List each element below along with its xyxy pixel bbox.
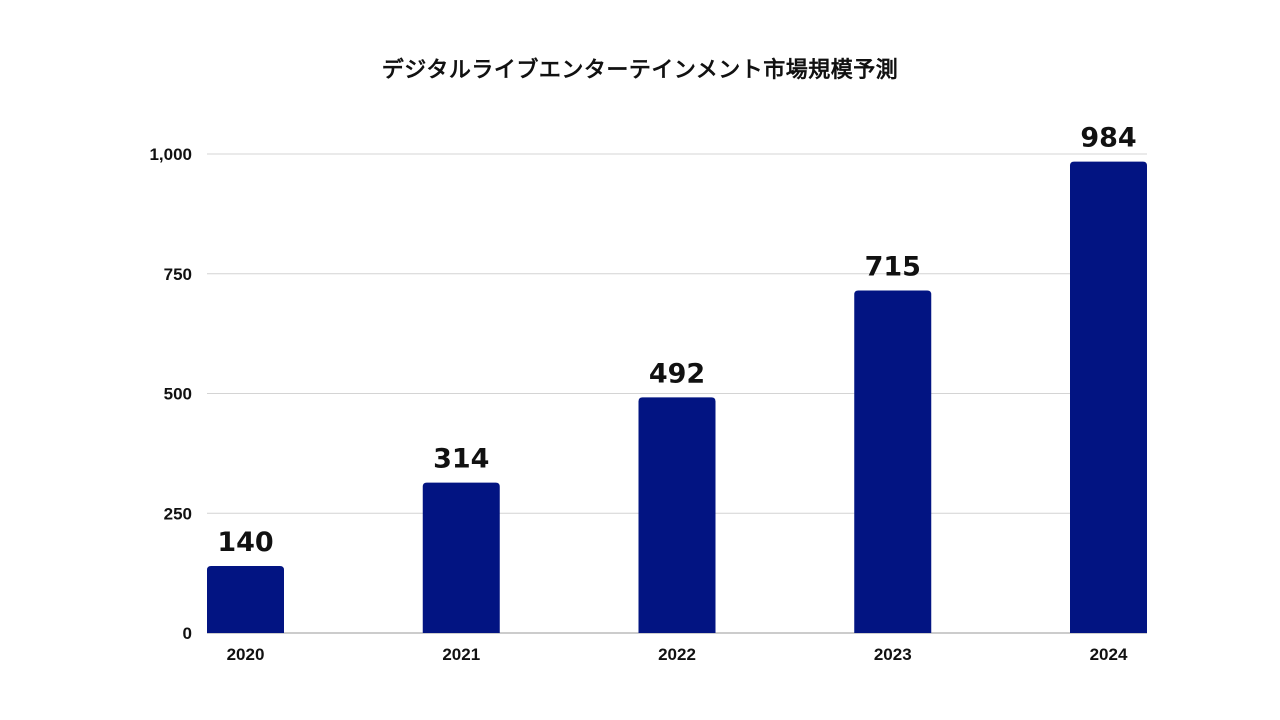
bar [854, 290, 932, 633]
x-tick-label: 2023 [874, 645, 912, 664]
y-tick-label: 0 [183, 624, 192, 643]
x-tick-label: 2022 [658, 645, 696, 664]
bar [207, 565, 284, 633]
y-tick-label: 250 [164, 504, 192, 523]
chart-title: デジタルライブエンターテインメント市場規模予測 [381, 58, 899, 83]
y-axis: 0 250 500 750 1,000 [149, 145, 192, 643]
data-label: 140 [217, 527, 273, 558]
gridlines [207, 153, 1147, 634]
y-tick-label: 1,000 [149, 145, 192, 164]
data-label: 314 [433, 444, 489, 475]
y-tick-label: 500 [164, 385, 192, 404]
x-axis: 2020 2021 2022 2023 2024 [227, 645, 1128, 664]
y-tick-label: 750 [164, 265, 192, 284]
bar [638, 397, 716, 633]
data-labels: 140 314 492 715 984 [217, 123, 1136, 558]
x-tick-label: 2020 [227, 645, 265, 664]
bar [422, 482, 500, 633]
data-label: 492 [649, 358, 705, 389]
data-label: 715 [865, 252, 921, 283]
data-label: 984 [1080, 123, 1136, 154]
bars [207, 161, 1147, 633]
bar [1070, 161, 1147, 633]
x-tick-label: 2021 [442, 645, 480, 664]
x-tick-label: 2024 [1090, 645, 1128, 664]
